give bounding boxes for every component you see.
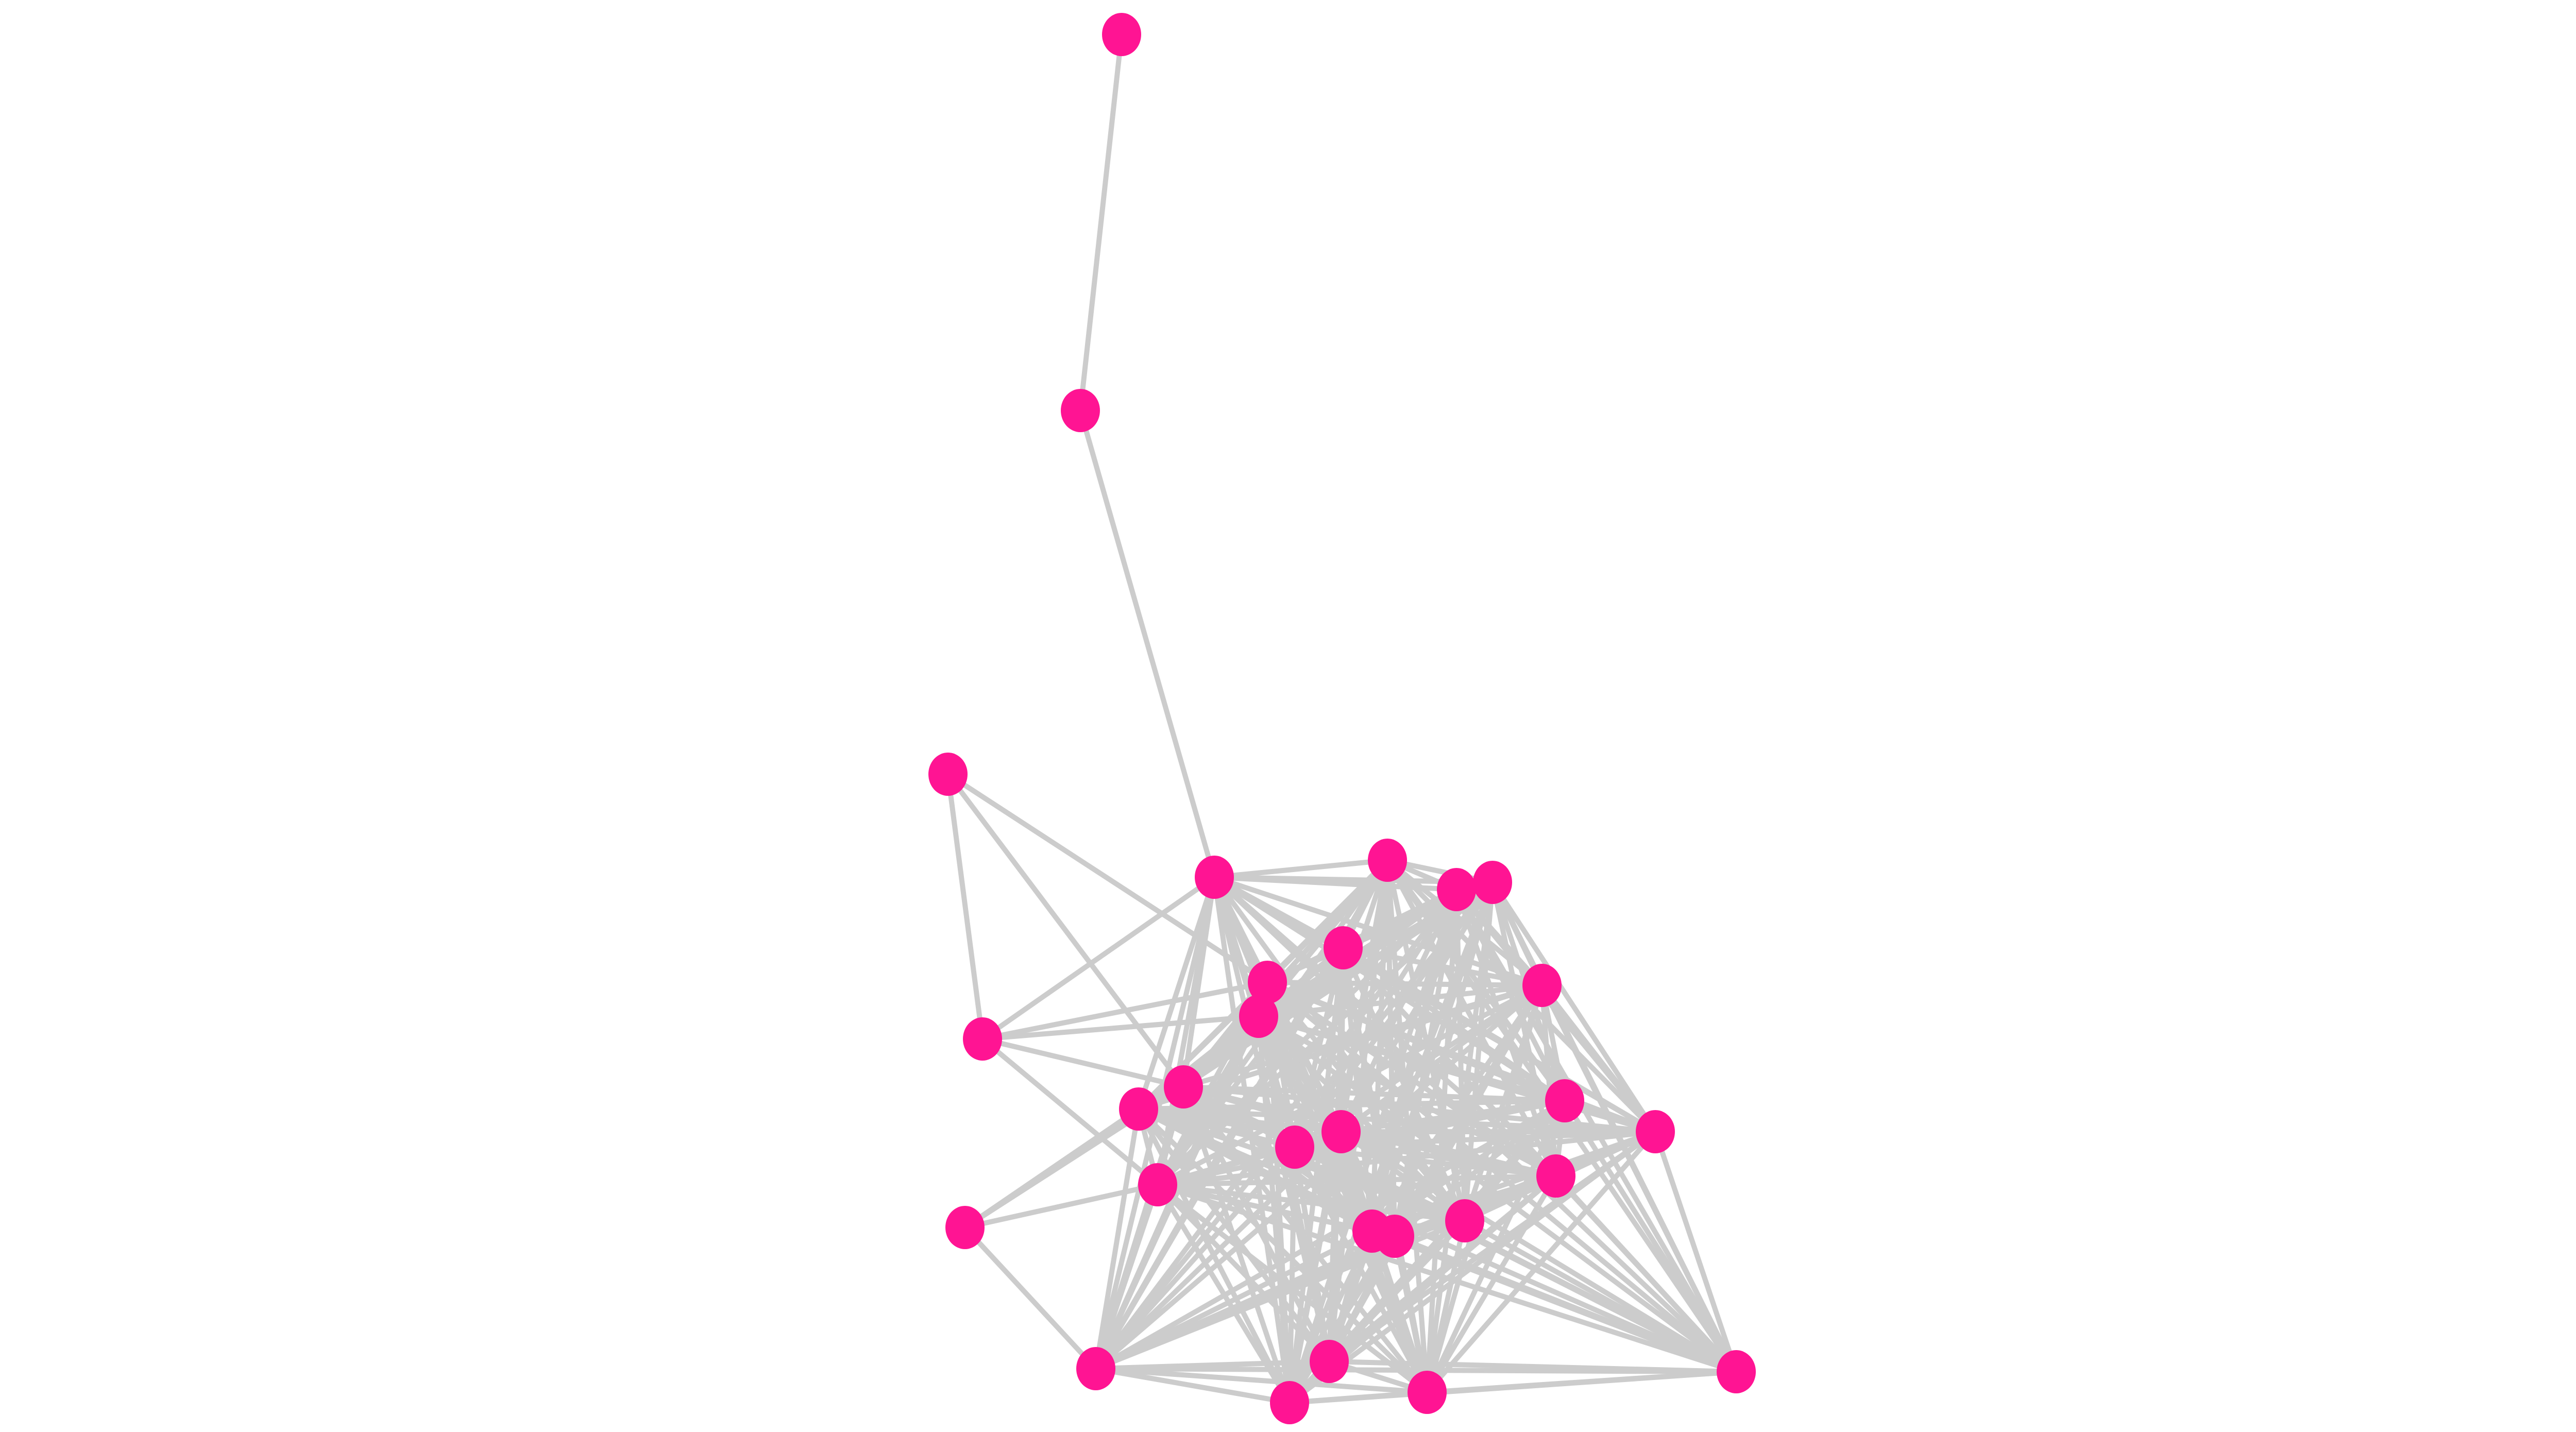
edge-3-13	[946, 772, 1185, 1089]
edge-12-13	[981, 1036, 1184, 1089]
edge-18-29	[1293, 1145, 1738, 1374]
node-26[interactable]	[1310, 1340, 1349, 1383]
edge-1-2	[1078, 34, 1124, 411]
edge-8-11	[1343, 945, 1543, 988]
edge-12-9	[982, 980, 1268, 1042]
edge-20-28	[1425, 1174, 1558, 1394]
node-1[interactable]	[1102, 13, 1141, 56]
edge-4-14	[1136, 876, 1217, 1110]
edges-layer	[945, 34, 1739, 1405]
edge-17-29	[1340, 1129, 1738, 1374]
edge-9-11	[1267, 980, 1543, 988]
edge-25-27	[1095, 1366, 1290, 1405]
edge-24-29	[1463, 1218, 1738, 1374]
node-3[interactable]	[928, 753, 968, 796]
edge-26-29	[1329, 1359, 1737, 1374]
edge-14-15	[1138, 1098, 1565, 1112]
edge-19-24	[1157, 1182, 1465, 1223]
node-14[interactable]	[1119, 1087, 1158, 1131]
edge-7-16	[1490, 881, 1658, 1133]
edge-10-14	[1137, 1014, 1261, 1111]
node-25[interactable]	[1076, 1347, 1115, 1390]
edge-17-20	[1340, 1129, 1557, 1179]
edge-19-26	[1156, 1183, 1331, 1363]
edge-23-29	[1394, 1234, 1737, 1374]
node-21[interactable]	[945, 1206, 985, 1249]
node-20[interactable]	[1536, 1154, 1575, 1198]
edge-11-16	[1540, 983, 1657, 1134]
node-23[interactable]	[1375, 1215, 1414, 1258]
node-29[interactable]	[1717, 1350, 1756, 1393]
edge-2-4	[1078, 410, 1217, 878]
edge-8-16	[1342, 945, 1657, 1134]
node-7[interactable]	[1473, 861, 1512, 904]
edge-14-28	[1137, 1107, 1429, 1394]
node-18[interactable]	[1275, 1126, 1314, 1169]
edge-11-29	[1539, 984, 1739, 1373]
node-17[interactable]	[1321, 1110, 1361, 1153]
edge-7-28	[1425, 882, 1495, 1393]
node-5[interactable]	[1368, 839, 1407, 882]
edge-22-27	[1287, 1230, 1375, 1404]
node-19[interactable]	[1138, 1163, 1177, 1206]
edge-12-4	[981, 875, 1216, 1042]
edge-21-14	[963, 1106, 1140, 1230]
edge-23-27	[1287, 1235, 1397, 1404]
node-24[interactable]	[1445, 1199, 1484, 1242]
edge-13-15	[1183, 1084, 1565, 1103]
edge-4-5	[1214, 858, 1388, 880]
edge-3-9	[946, 772, 1269, 985]
edge-15-29	[1562, 1099, 1739, 1373]
edge-3-12	[945, 774, 985, 1039]
edge-10-11	[1258, 983, 1543, 1019]
edge-19-29	[1157, 1182, 1737, 1374]
edge-19-27	[1155, 1183, 1292, 1404]
edge-12-10	[982, 1014, 1259, 1042]
edge-28-29	[1427, 1369, 1737, 1395]
edge-20-29	[1554, 1174, 1738, 1374]
edge-18-19	[1157, 1145, 1296, 1187]
edge-19-20	[1157, 1173, 1556, 1187]
node-13[interactable]	[1164, 1065, 1203, 1109]
node-8[interactable]	[1324, 926, 1363, 969]
edge-8-15	[1342, 945, 1566, 1103]
node-28[interactable]	[1408, 1371, 1447, 1414]
edge-14-25	[1093, 1109, 1141, 1369]
edge-14-16	[1138, 1106, 1656, 1134]
node-2[interactable]	[1061, 389, 1100, 432]
node-27[interactable]	[1270, 1381, 1309, 1424]
edge-21-25	[963, 1225, 1098, 1371]
node-16[interactable]	[1636, 1110, 1675, 1153]
edge-16-29	[1653, 1131, 1739, 1373]
node-6[interactable]	[1437, 868, 1476, 911]
edge-25-28	[1095, 1366, 1428, 1395]
nodes-layer	[928, 13, 1756, 1424]
node-10[interactable]	[1239, 995, 1278, 1038]
node-15[interactable]	[1545, 1079, 1584, 1122]
edge-10-16	[1258, 1014, 1656, 1134]
node-4[interactable]	[1195, 856, 1234, 899]
edge-19-25	[1093, 1184, 1160, 1370]
edge-15-25	[1094, 1098, 1566, 1371]
edge-22-26	[1327, 1230, 1375, 1362]
node-11[interactable]	[1522, 964, 1562, 1007]
node-12[interactable]	[963, 1017, 1002, 1061]
edge-21-19	[964, 1182, 1159, 1230]
node-9[interactable]	[1248, 961, 1287, 1004]
